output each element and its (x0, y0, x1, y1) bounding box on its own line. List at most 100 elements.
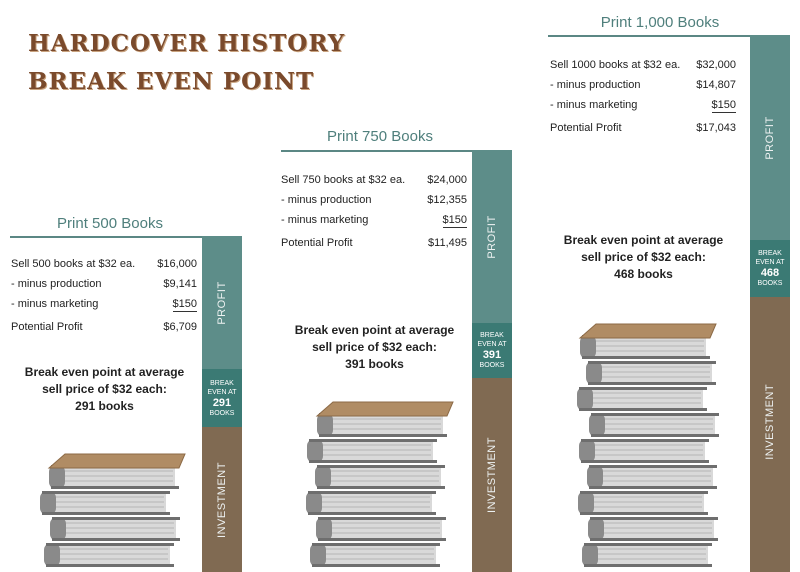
total-row: Potential Profit $17,043 (550, 120, 736, 140)
break-even-line: Break even point at average (563, 233, 724, 247)
break-even-note: Break even point at average sell price o… (12, 364, 197, 415)
investment-label: INVESTMENT (486, 437, 498, 513)
be-label: EVEN AT (755, 259, 785, 266)
total-label: Potential Profit (281, 237, 353, 249)
bar-500: PROFIT BREAK EVEN AT 291 BOOKS INVESTMEN… (202, 236, 242, 572)
total-amount: $11,495 (428, 237, 467, 249)
book-icon (44, 543, 174, 567)
row-label: Sell 500 books at $32 ea. (11, 258, 136, 270)
table-row: Sell 750 books at $32 ea. $24,000 (281, 172, 467, 192)
book-icon (307, 439, 437, 463)
book-icon (49, 465, 179, 489)
book-icon (580, 335, 710, 359)
table-row: - minus production $14,807 (550, 77, 736, 97)
scenario-heading: Print 500 Books (57, 215, 163, 232)
book-icon (316, 517, 446, 541)
book-icon (578, 491, 708, 515)
row-label: Sell 750 books at $32 ea. (281, 174, 406, 186)
book-icon (588, 517, 718, 541)
be-label: BREAK (210, 379, 234, 387)
total-row: Potential Profit $6,709 (11, 319, 197, 339)
book-icon (577, 387, 707, 411)
be-label: EVEN AT (477, 341, 507, 348)
scenario-heading: Print 750 Books (327, 128, 433, 145)
break-even-line: 291 books (75, 399, 134, 413)
profit-segment: PROFIT (472, 150, 512, 323)
total-amount: $17,043 (696, 122, 736, 134)
book-stack-illustration (577, 323, 719, 567)
row-amount: $24,000 (427, 174, 467, 186)
be-label: BOOKS (479, 362, 505, 369)
be-label: BOOKS (209, 409, 235, 417)
book-cover-icon (315, 401, 454, 417)
cost-table: Sell 500 books at $32 ea. $16,000 - minu… (11, 256, 197, 339)
break-even-segment: BREAK EVEN AT 468 BOOKS (750, 240, 790, 297)
heading-rule (281, 150, 473, 152)
book-cover-icon (47, 453, 186, 469)
row-label: - minus production (11, 278, 102, 290)
row-amount: $9,141 (163, 278, 197, 290)
book-cover-icon (578, 323, 717, 339)
break-even-line: Break even point at average (24, 365, 185, 379)
row-amount: $150 (172, 298, 197, 312)
heading-rule (548, 35, 750, 37)
be-label: BREAK (758, 250, 782, 257)
bar-1000: PROFIT BREAK EVEN AT 468 BOOKS INVESTMEN… (750, 35, 790, 572)
total-amount: $6,709 (163, 321, 197, 333)
row-label: - minus production (281, 194, 372, 206)
table-row: Sell 500 books at $32 ea. $16,000 (11, 256, 197, 276)
book-icon (317, 413, 447, 437)
heading-rule (10, 236, 202, 238)
row-amount: $150 (442, 214, 467, 228)
table-row: - minus marketing $150 (281, 212, 467, 232)
break-even-line: Break even point at average (294, 323, 455, 337)
cost-table: Sell 1000 books at $32 ea. $32,000 - min… (550, 57, 736, 140)
be-value: 291 (212, 396, 232, 409)
book-icon (306, 491, 436, 515)
bar-750: PROFIT BREAK EVEN AT 391 BOOKS INVESTMEN… (472, 150, 512, 572)
break-even-line: sell price of $32 each: (581, 250, 706, 264)
book-icon (586, 361, 716, 385)
be-value: 391 (482, 349, 502, 361)
profit-segment: PROFIT (750, 35, 790, 240)
profit-label: PROFIT (764, 115, 776, 160)
break-even-line: sell price of $32 each: (312, 340, 437, 354)
book-stack-illustration (40, 453, 186, 567)
row-amount: $150 (711, 99, 736, 113)
book-icon (310, 543, 440, 567)
book-icon (582, 543, 712, 567)
total-label: Potential Profit (550, 122, 622, 134)
book-icon (579, 439, 709, 463)
row-label: - minus production (550, 79, 641, 91)
row-amount: $14,807 (696, 79, 736, 91)
profit-label: PROFIT (486, 214, 498, 259)
scenario-heading: Print 1,000 Books (600, 14, 720, 31)
title-line-2: BREAK EVEN POINT (28, 68, 315, 95)
table-row: Sell 1000 books at $32 ea. $32,000 (550, 57, 736, 77)
total-label: Potential Profit (11, 321, 83, 333)
row-amount: $12,355 (427, 194, 467, 206)
investment-segment: INVESTMENT (750, 297, 790, 572)
investment-label: INVESTMENT (216, 461, 228, 538)
break-even-line: 468 books (614, 267, 673, 281)
break-even-line: 391 books (345, 357, 404, 371)
row-amount: $16,000 (157, 258, 197, 270)
profit-segment: PROFIT (202, 236, 242, 369)
book-stack-illustration (306, 401, 454, 567)
be-label: BREAK (480, 332, 504, 339)
break-even-line: sell price of $32 each: (42, 382, 167, 396)
row-label: Sell 1000 books at $32 ea. (550, 59, 681, 71)
cost-table: Sell 750 books at $32 ea. $24,000 - minu… (281, 172, 467, 255)
table-row: - minus production $9,141 (11, 276, 197, 296)
break-even-note: Break even point at average sell price o… (551, 232, 736, 283)
book-icon (315, 465, 445, 489)
table-row: - minus marketing $150 (550, 97, 736, 117)
row-label: - minus marketing (550, 99, 638, 111)
be-label: BOOKS (757, 280, 783, 287)
row-amount: $32,000 (696, 59, 736, 71)
be-value: 468 (760, 267, 780, 279)
table-row: - minus production $12,355 (281, 192, 467, 212)
break-even-segment: BREAK EVEN AT 291 BOOKS (202, 369, 242, 427)
table-row: - minus marketing $150 (11, 296, 197, 316)
investment-label: INVESTMENT (764, 383, 776, 460)
